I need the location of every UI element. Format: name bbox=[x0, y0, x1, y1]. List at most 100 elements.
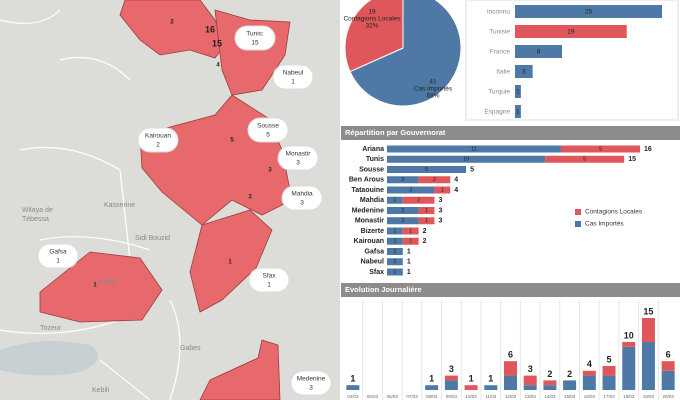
total-label: 10 bbox=[624, 330, 634, 340]
y-tick-label: Tataouine bbox=[351, 187, 384, 194]
total-label: 1 bbox=[407, 259, 411, 266]
place-label: Gabes bbox=[180, 345, 201, 352]
bar-label: 8 bbox=[537, 49, 541, 56]
bar-segment bbox=[545, 155, 625, 163]
x-tick-label: 10/03 bbox=[465, 394, 477, 399]
column-segment bbox=[602, 366, 616, 376]
segment-label: 1 bbox=[393, 228, 396, 234]
callout bbox=[281, 185, 323, 211]
segment-label: 11 bbox=[471, 146, 477, 152]
bar-segment bbox=[387, 217, 419, 225]
bar-segment bbox=[387, 145, 561, 153]
total-label: 4 bbox=[454, 187, 458, 194]
bar-segment bbox=[418, 217, 435, 225]
map-count: 5 bbox=[230, 138, 234, 144]
y-tick-label: Nabeul bbox=[361, 259, 384, 266]
place-label: Wilaya de bbox=[22, 207, 53, 214]
x-tick-label: 18/03 bbox=[623, 394, 635, 399]
segment-label: 5 bbox=[425, 167, 428, 173]
segment-label: 1 bbox=[393, 239, 396, 245]
column-segment bbox=[484, 385, 498, 390]
column-segment bbox=[661, 370, 675, 390]
bar-segment bbox=[387, 248, 403, 255]
callout-name: Monastir bbox=[286, 151, 312, 158]
y-tick-label: Ben Arous bbox=[349, 177, 384, 184]
bar-segment bbox=[402, 196, 435, 204]
pie-slice bbox=[349, 0, 462, 107]
callout-name: Sousse bbox=[257, 123, 279, 130]
segment-label: 3 bbox=[409, 187, 412, 193]
y-tick-label: Turquie bbox=[488, 89, 510, 96]
slice-percent: 32% bbox=[365, 23, 378, 30]
segment-label: 1 bbox=[393, 269, 396, 275]
callout-name: Mahdia bbox=[291, 191, 313, 198]
bar bbox=[515, 85, 521, 98]
column-segment bbox=[523, 385, 537, 390]
map-count: 15 bbox=[212, 38, 222, 48]
place-label: Tébessa bbox=[22, 216, 49, 223]
total-label: 4 bbox=[587, 359, 592, 369]
total-label: 4 bbox=[454, 177, 458, 184]
segment-label: 5 bbox=[583, 157, 586, 163]
bar-segment bbox=[387, 227, 403, 235]
callout-name: Sfax bbox=[262, 273, 276, 280]
place-label: Sidi Bouzid bbox=[135, 235, 170, 242]
segment-label: 1 bbox=[393, 198, 396, 204]
callout-name: Kairouan bbox=[145, 133, 171, 140]
y-tick-label: Mahdia bbox=[360, 197, 384, 204]
column-segment bbox=[504, 375, 517, 390]
segment-label: 1 bbox=[393, 259, 396, 265]
y-tick-label: Medenine bbox=[352, 207, 384, 214]
y-tick-label: Kairouan bbox=[354, 238, 384, 245]
legend-label: Cas Importés bbox=[585, 221, 624, 228]
bar bbox=[515, 65, 533, 78]
total-label: 1 bbox=[407, 248, 411, 255]
bar-segment bbox=[387, 237, 403, 245]
y-tick-label: Bizerte bbox=[361, 228, 384, 235]
map-count: 2 bbox=[170, 20, 174, 26]
bar-segment bbox=[560, 145, 640, 153]
y-tick-label: Tunis bbox=[366, 156, 384, 163]
x-tick-label: 20/03 bbox=[663, 394, 675, 399]
total-label: 3 bbox=[528, 364, 533, 374]
callout bbox=[272, 64, 314, 90]
column-segment bbox=[346, 385, 360, 390]
segment-label: 2 bbox=[401, 208, 404, 214]
y-tick-label: Ariana bbox=[362, 146, 384, 153]
callout-name: Gafsa bbox=[49, 249, 67, 256]
bar-label: 1 bbox=[516, 89, 520, 96]
map-count: 3 bbox=[248, 195, 252, 201]
segment-label: 1 bbox=[393, 249, 396, 255]
bar-segment bbox=[387, 166, 467, 173]
callout-value: 3 bbox=[296, 160, 300, 167]
bar bbox=[515, 45, 563, 58]
bar-segment bbox=[418, 176, 451, 184]
column-segment bbox=[425, 385, 439, 390]
x-tick-label: 16/03 bbox=[584, 394, 596, 399]
bar-segment bbox=[387, 268, 403, 276]
x-tick-label: 11/03 bbox=[485, 394, 496, 399]
bar bbox=[515, 25, 627, 38]
chart-title: Répartition par Gouvernorat bbox=[345, 128, 446, 137]
y-tick-label: Tunisie bbox=[489, 29, 510, 36]
total-label: 5 bbox=[607, 354, 612, 364]
map-count: 1 bbox=[93, 283, 97, 289]
bar-segment bbox=[387, 258, 403, 266]
place-label: Kasserine bbox=[104, 202, 135, 209]
column-segment bbox=[563, 380, 577, 390]
total-label: 1 bbox=[429, 374, 434, 384]
legend-label: Contagions Locales bbox=[585, 209, 643, 216]
total-label: 6 bbox=[508, 350, 513, 360]
y-tick-label: Monastir bbox=[355, 218, 384, 225]
bar-segment bbox=[387, 196, 403, 204]
y-tick-label: Espagne bbox=[484, 109, 510, 116]
place-label: Tozeur bbox=[40, 325, 62, 332]
total-label: 3 bbox=[438, 207, 442, 214]
callout bbox=[234, 25, 276, 51]
callout bbox=[247, 117, 289, 143]
column-segment bbox=[622, 342, 636, 347]
callout bbox=[248, 267, 290, 293]
x-tick-label: 07/03 bbox=[406, 394, 418, 399]
legend-swatch bbox=[575, 209, 581, 215]
pie-slice bbox=[344, 0, 404, 73]
